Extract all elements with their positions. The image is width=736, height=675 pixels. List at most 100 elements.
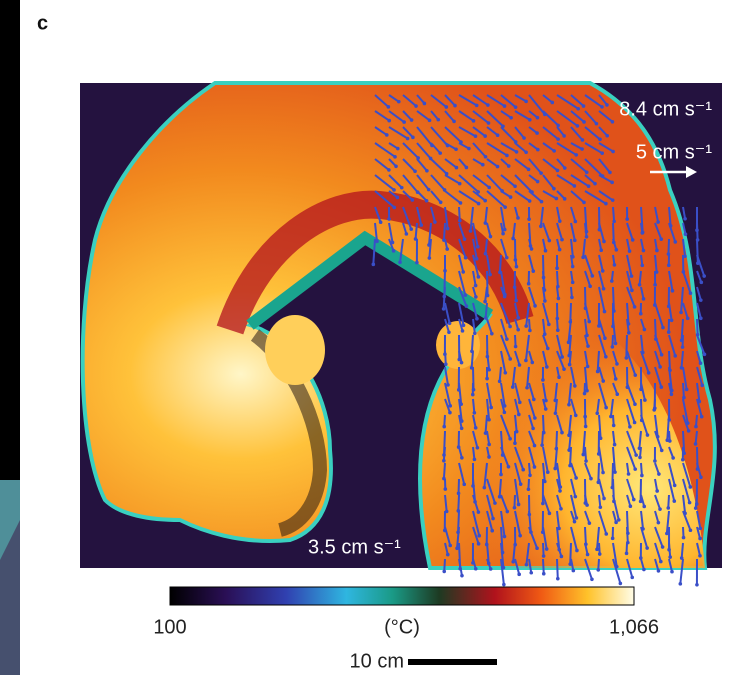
velocity-vector-head bbox=[543, 248, 548, 253]
velocity-vector-head bbox=[473, 426, 478, 430]
velocity-vector-head bbox=[544, 398, 548, 403]
velocity-vector bbox=[682, 430, 686, 454]
velocity-vector bbox=[472, 238, 478, 259]
velocity-vector bbox=[626, 350, 637, 376]
velocity-vector bbox=[556, 510, 561, 529]
velocity-vector-head bbox=[595, 411, 600, 416]
velocity-vector bbox=[458, 142, 470, 150]
velocity-vector bbox=[444, 142, 457, 151]
velocity-vector bbox=[472, 398, 476, 413]
velocity-vector-head bbox=[488, 567, 493, 571]
velocity-vector bbox=[682, 510, 692, 531]
velocity-vector bbox=[486, 126, 499, 137]
velocity-vector-head bbox=[491, 516, 495, 521]
velocity-vector bbox=[472, 222, 479, 247]
velocity-vector-head bbox=[611, 149, 615, 154]
velocity-vector-head bbox=[596, 568, 601, 572]
velocity-vector-head bbox=[556, 123, 560, 128]
velocity-vector-head bbox=[438, 200, 443, 205]
velocity-vector-head bbox=[594, 121, 599, 126]
velocity-vector bbox=[682, 494, 687, 514]
velocity-vector bbox=[696, 366, 704, 386]
velocity-vector bbox=[609, 398, 614, 417]
velocity-vector bbox=[542, 302, 550, 325]
velocity-vector bbox=[514, 382, 521, 403]
velocity-vector bbox=[444, 94, 456, 107]
velocity-label: 8.4 cm s⁻¹ bbox=[619, 98, 712, 120]
velocity-vector-head bbox=[544, 547, 549, 551]
velocity-vector bbox=[542, 238, 547, 251]
velocity-vector-head bbox=[517, 412, 521, 417]
velocity-vector-head bbox=[610, 180, 614, 185]
velocity-vector-head bbox=[395, 146, 400, 151]
velocity-vector-head bbox=[454, 165, 459, 170]
velocity-vector-head bbox=[473, 283, 478, 288]
velocity-vector-head bbox=[666, 252, 671, 256]
velocity-vector-head bbox=[625, 217, 629, 221]
velocity-vector bbox=[470, 350, 474, 368]
velocity-vector-head bbox=[556, 576, 560, 581]
velocity-vector-head bbox=[628, 425, 632, 429]
velocity-vector bbox=[570, 158, 588, 174]
velocity-vector-head bbox=[633, 402, 637, 407]
velocity-vector bbox=[556, 558, 559, 579]
velocity-vector-head bbox=[581, 452, 586, 457]
velocity-vector bbox=[542, 350, 548, 368]
velocity-vector-head bbox=[375, 239, 379, 244]
velocity-vector-head bbox=[442, 569, 447, 574]
velocity-vector-head bbox=[562, 367, 566, 371]
velocity-vector-head bbox=[453, 103, 457, 108]
velocity-vector-head bbox=[475, 445, 480, 450]
velocity-vector bbox=[682, 302, 689, 319]
velocity-vector bbox=[486, 510, 494, 531]
velocity-vector bbox=[654, 494, 661, 510]
velocity-vector-head bbox=[605, 133, 610, 138]
velocity-vector bbox=[556, 206, 561, 222]
velocity-vector bbox=[500, 270, 506, 295]
velocity-vector-head bbox=[414, 104, 418, 108]
velocity-vector bbox=[626, 430, 638, 456]
velocity-vector bbox=[584, 350, 589, 367]
velocity-vector-head bbox=[627, 249, 632, 253]
velocity-vector-head bbox=[632, 305, 637, 309]
velocity-vector bbox=[682, 398, 689, 424]
velocity-vector-head bbox=[699, 475, 703, 480]
velocity-vector-head bbox=[547, 238, 552, 243]
velocity-vector-head bbox=[410, 198, 415, 202]
velocity-vector bbox=[542, 110, 559, 127]
velocity-vector-head bbox=[658, 507, 662, 511]
velocity-vector-head bbox=[463, 293, 468, 297]
velocity-vector-head bbox=[586, 184, 591, 188]
velocity-vector-head bbox=[483, 154, 488, 159]
velocity-vector-head bbox=[476, 190, 480, 194]
velocity-vector-head bbox=[514, 150, 519, 154]
velocity-vector bbox=[654, 334, 663, 356]
velocity-vector-head bbox=[665, 531, 669, 536]
velocity-vector bbox=[696, 302, 702, 319]
velocity-vector-head bbox=[693, 442, 698, 446]
velocity-vector bbox=[514, 142, 527, 154]
velocity-vector-head bbox=[543, 407, 548, 411]
velocity-vector-head bbox=[527, 199, 532, 203]
velocity-vector bbox=[512, 542, 516, 562]
velocity-vector bbox=[500, 174, 516, 188]
velocity-vector-head bbox=[524, 358, 528, 363]
velocity-vector-head bbox=[387, 217, 391, 221]
velocity-vector bbox=[598, 158, 611, 174]
velocity-vector-head bbox=[678, 582, 683, 586]
velocity-vector bbox=[569, 446, 572, 466]
velocity-vector-head bbox=[378, 220, 383, 225]
velocity-vector-head bbox=[626, 472, 631, 476]
velocity-vector bbox=[458, 462, 466, 485]
velocity-vector-head bbox=[495, 164, 500, 169]
velocity-vector bbox=[584, 462, 592, 479]
velocity-vector bbox=[528, 254, 535, 272]
velocity-vector bbox=[653, 398, 656, 411]
velocity-vector-head bbox=[425, 168, 429, 173]
velocity-vector bbox=[500, 382, 506, 407]
velocity-vector bbox=[542, 494, 551, 514]
velocity-vector bbox=[596, 350, 600, 372]
velocity-vector bbox=[554, 398, 558, 414]
velocity-vector bbox=[486, 254, 492, 275]
velocity-vector-head bbox=[585, 364, 590, 369]
